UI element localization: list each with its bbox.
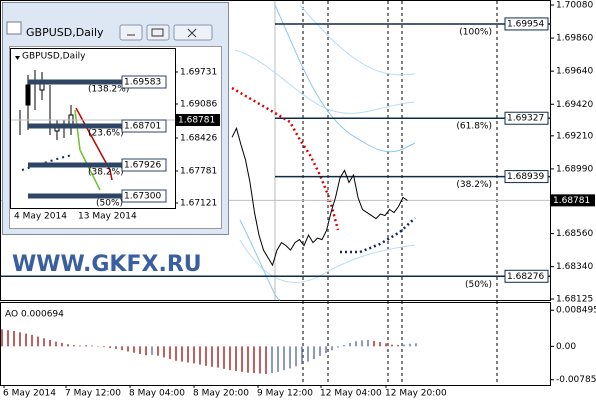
button-glyphs (127, 28, 197, 38)
daily-fib-price: 1.68701 (124, 122, 161, 132)
daily-fib-bar (28, 162, 122, 168)
fib-price: 1.69327 (507, 114, 544, 124)
fib-ratio: (100%) (459, 27, 492, 37)
fib-ratio: (50%) (465, 280, 492, 290)
fib-ratio: (38.2%) (456, 180, 492, 190)
window-icon (6, 21, 22, 35)
ao-tick-label: 0.008495 (556, 306, 596, 316)
x-tick-label: 7 May 12:00 (65, 389, 121, 399)
fib-price-box (504, 111, 549, 125)
current-price: 1.68781 (553, 196, 590, 206)
watermark: WWW.GKFX.RU (12, 252, 202, 277)
sar-up (340, 217, 416, 254)
red-trend (75, 107, 113, 181)
daily-fib-ratio: (38.2%) (88, 168, 124, 178)
ao-frame (0, 302, 551, 386)
y-tick-label: 1.68340 (556, 262, 593, 272)
daily-fib-box (121, 119, 167, 133)
fib-price-box (504, 269, 549, 283)
daily-current-price: 1.68781 (178, 116, 215, 126)
x-tick-label: 8 May 04:00 (129, 389, 185, 399)
envelope (239, 239, 416, 283)
daily-fib-price: 1.67926 (124, 161, 161, 171)
fib-price-box (504, 17, 549, 31)
y-tick-label: 1.68125 (556, 295, 593, 305)
y-tick-label: 1.69860 (556, 34, 593, 44)
maximize-button[interactable] (146, 24, 170, 41)
envelopes (234, 4, 416, 301)
daily-chart-title: GBPUSD,Daily (22, 52, 86, 62)
envelope (274, 4, 416, 153)
minimize-button[interactable] (119, 24, 143, 41)
y-tick-label: 1.69420 (556, 100, 593, 110)
daily-fib-bar (28, 79, 122, 85)
daily-x-label: 13 May 2014 (78, 212, 137, 222)
x-tick-label: 12 May 04:00 (320, 389, 382, 399)
period-lines (302, 1, 498, 385)
main-frame (0, 0, 551, 301)
daily-fib-price: 1.69583 (124, 78, 161, 88)
price-line (231, 126, 408, 267)
daily-current-box (176, 114, 220, 126)
daily-y-label: 1.69086 (180, 100, 217, 110)
daily-levels: 1.69731 1.69086 1.68426 1.67781 1.67121 1.687… (11, 68, 220, 222)
ao-title: AO 0.000694 (5, 310, 64, 320)
x-tick-label: 9 May 12:00 (257, 389, 313, 399)
daily-fib-box (121, 158, 167, 172)
daily-y-label: 1.67781 (180, 167, 217, 177)
daily-fib-ratio: (23.6%) (88, 129, 124, 139)
fib-price: 1.68276 (507, 272, 544, 282)
fib-price-box (504, 170, 549, 184)
daily-fib-box (121, 189, 167, 203)
ao-tick-label: -0.007852 (556, 375, 596, 385)
daily-window: GBPUSD,Daily GBPUSD,Daily 1.69731 1.69086… (2, 2, 229, 235)
y-tick-label: 1.69640 (556, 67, 593, 77)
y-tick-label: 1.68560 (556, 229, 593, 239)
dropdown-arrow (15, 56, 20, 60)
fib-ratio: (61.8%) (456, 122, 492, 132)
y-tick-label: 1.69210 (556, 131, 593, 141)
x-tick-label: 8 May 20:00 (193, 389, 249, 399)
daily-fib-ratio: (138.2%) (88, 85, 129, 95)
daily-fib-price: 1.67300 (124, 192, 161, 202)
daily-y-label: 1.67121 (180, 199, 217, 209)
x-tick-label: 6 May 2014 (3, 389, 56, 399)
envelope (239, 219, 281, 301)
current-price-box (551, 194, 595, 207)
x-tick-label: 12 May 20:00 (385, 389, 447, 399)
green-trend (74, 109, 101, 191)
fib-price: 1.68939 (507, 172, 544, 182)
daily-x-label: 4 May 2014 (14, 212, 67, 222)
daily-y-label: 1.69731 (180, 68, 217, 78)
daily-fib-box (121, 75, 167, 89)
sar-down (231, 86, 340, 231)
fib-price: 1.69954 (507, 19, 544, 29)
daily-fib-ratio: (50%) (96, 199, 123, 209)
daily-fib-bar (28, 193, 122, 199)
daily-y-label: 1.68426 (180, 134, 217, 144)
y-tick-label: 1.68990 (556, 164, 593, 174)
envelope (299, 4, 416, 76)
window-title: GBPUSD,Daily (26, 26, 104, 39)
envelope (234, 49, 416, 114)
ao-tick-label: 0.00 (556, 342, 576, 352)
y-tick-label: 1.70080 (556, 1, 593, 11)
daily-frame (10, 48, 176, 209)
daily-fib-bar (28, 123, 122, 129)
